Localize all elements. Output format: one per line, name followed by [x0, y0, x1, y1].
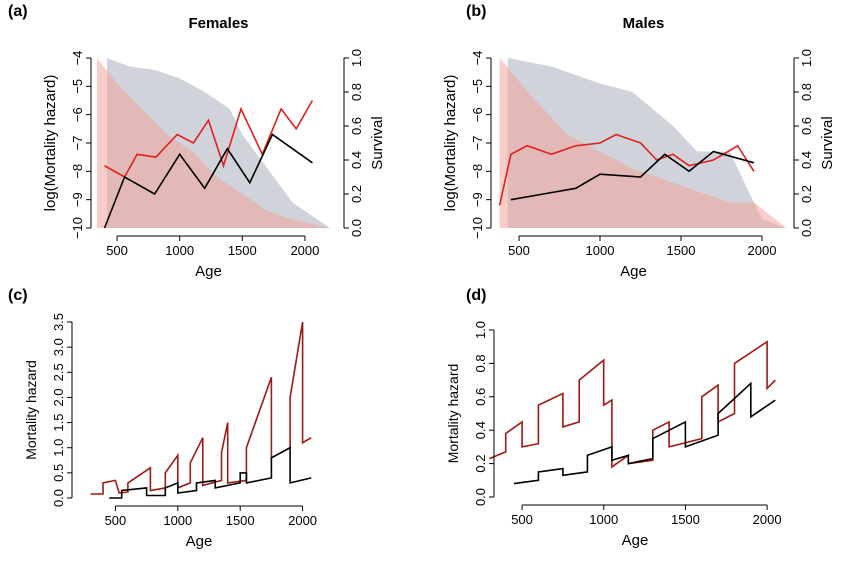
- x-tick-label: 1000: [163, 513, 192, 528]
- x-tick-label: 1000: [165, 243, 194, 258]
- y-tick-label: 0.0: [51, 489, 66, 507]
- x-tick-label: 1500: [667, 243, 696, 258]
- survival-area: [499, 58, 787, 228]
- y-tick-label: −4: [470, 51, 485, 66]
- y2-tick-label: 0.0: [799, 219, 814, 237]
- y-axis-title: log(Mortality hazard): [42, 75, 59, 212]
- y-tick-label: 2.0: [51, 388, 66, 406]
- y2-axis-title: Survival: [369, 116, 386, 169]
- hazard-line: [90, 321, 312, 495]
- y-tick-label: −6: [470, 107, 485, 122]
- y-tick-label: 2.5: [51, 363, 66, 381]
- hazard-line: [104, 100, 314, 179]
- x-tick-label: 1500: [671, 512, 700, 527]
- x-tick-label: 1000: [589, 512, 618, 527]
- y-tick-label: 3.0: [51, 338, 66, 356]
- y2-tick-label: 0.8: [799, 83, 814, 101]
- y-tick-label: 0.4: [473, 421, 488, 439]
- hazard-line: [498, 133, 755, 206]
- panel-label: (b): [466, 3, 486, 20]
- panel-label: (d): [466, 287, 486, 304]
- y-axis-title: Mortality hazard: [445, 364, 461, 464]
- y-tick-label: 0.2: [473, 455, 488, 473]
- chart-title: Females: [188, 15, 248, 32]
- y2-tick-label: 0.4: [799, 151, 814, 169]
- y2-tick-label: 1.0: [349, 49, 364, 67]
- y-tick-label: −6: [70, 107, 85, 122]
- hazard-line: [513, 381, 776, 485]
- x-tick-label: 1000: [586, 243, 615, 258]
- y-tick-label: 0.5: [51, 464, 66, 482]
- x-tick-label: 500: [508, 243, 530, 258]
- y-tick-label: 3.5: [51, 313, 66, 331]
- y2-axis-title: Survival: [819, 116, 836, 169]
- y2-tick-label: 0.0: [349, 219, 364, 237]
- y2-tick-label: 1.0: [799, 49, 814, 67]
- y-tick-label: −10: [470, 217, 485, 239]
- y-tick-label: −5: [470, 79, 485, 94]
- x-tick-label: 500: [105, 513, 127, 528]
- y-tick-label: 1.5: [51, 414, 66, 432]
- y2-tick-label: 0.2: [349, 185, 364, 203]
- x-axis-title: Age: [622, 532, 649, 549]
- panel-label: (c): [8, 287, 28, 304]
- x-axis-title: Age: [195, 263, 222, 280]
- y-tick-label: −4: [70, 51, 85, 66]
- hazard-line: [103, 133, 313, 229]
- y2-tick-label: 0.8: [349, 83, 364, 101]
- hazard-line: [109, 446, 312, 499]
- y-tick-label: −8: [470, 164, 485, 179]
- hazard-line: [510, 150, 755, 201]
- y-tick-label: −8: [70, 164, 85, 179]
- survival-area: [97, 58, 330, 228]
- y-tick-label: −10: [70, 217, 85, 239]
- y-tick-label: 0.8: [473, 354, 488, 372]
- hazard-line: [489, 340, 776, 469]
- x-axis-title: Age: [620, 263, 647, 280]
- x-axis-title: Age: [186, 533, 213, 550]
- y-axis-title: log(Mortality hazard): [442, 75, 459, 212]
- x-tick-label: 1500: [228, 243, 257, 258]
- y-tick-label: −5: [70, 79, 85, 94]
- y-tick-label: −9: [70, 192, 85, 207]
- y-tick-label: 0.0: [473, 488, 488, 506]
- y-tick-label: 1.0: [473, 321, 488, 339]
- x-tick-label: 500: [511, 512, 533, 527]
- x-tick-label: 2000: [290, 243, 319, 258]
- x-tick-label: 2000: [753, 512, 782, 527]
- x-tick-label: 500: [106, 243, 128, 258]
- y-tick-label: 0.6: [473, 388, 488, 406]
- y2-tick-label: 0.6: [349, 117, 364, 135]
- panel-label: (a): [8, 3, 28, 20]
- y-tick-label: −9: [470, 192, 485, 207]
- y-axis-title: Mortality hazard: [23, 360, 39, 460]
- chart-title: Males: [623, 15, 665, 32]
- y-tick-label: −7: [470, 136, 485, 151]
- y2-tick-label: 0.2: [799, 185, 814, 203]
- y-tick-label: 1.0: [51, 439, 66, 457]
- x-tick-label: 2000: [288, 513, 317, 528]
- y-tick-label: −7: [70, 136, 85, 151]
- y2-tick-label: 0.4: [349, 151, 364, 169]
- y2-tick-label: 0.6: [799, 117, 814, 135]
- x-tick-label: 1500: [226, 513, 255, 528]
- x-tick-label: 2000: [748, 243, 777, 258]
